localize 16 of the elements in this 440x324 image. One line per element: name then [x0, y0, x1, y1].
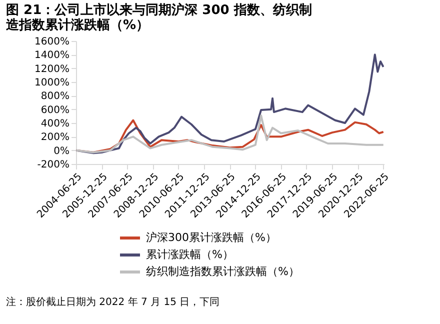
y-tick-label: 1600%: [34, 36, 70, 48]
legend-label: 纺织制造指数累计涨跌幅（%）: [146, 265, 300, 278]
y-tick-label: 1200%: [34, 64, 70, 75]
chart-title: 图 21：公司上市以来与同期沪深 300 指数、纺织制造指数累计涨跌幅（%）: [5, 2, 312, 33]
text: 注：股价截止日期为 2022 年 7 月 15 日，下同: [6, 296, 220, 308]
legend-label: 累计涨跌幅（%）: [146, 248, 234, 261]
y-tick-label: -200%: [37, 160, 70, 170]
y-tick-label: 0%: [54, 146, 70, 157]
legend-label: 沪深300累计涨跌幅（%）: [146, 230, 276, 244]
y-tick-label: 600%: [40, 104, 70, 116]
line-series: [76, 54, 384, 154]
y-tick-label: 800%: [40, 91, 70, 102]
y-tick-label: 400%: [40, 118, 70, 130]
y-tick-label: 200%: [40, 132, 70, 144]
y-tick-label: 1400%: [34, 50, 70, 62]
y-tick-label: 1000%: [34, 78, 70, 88]
